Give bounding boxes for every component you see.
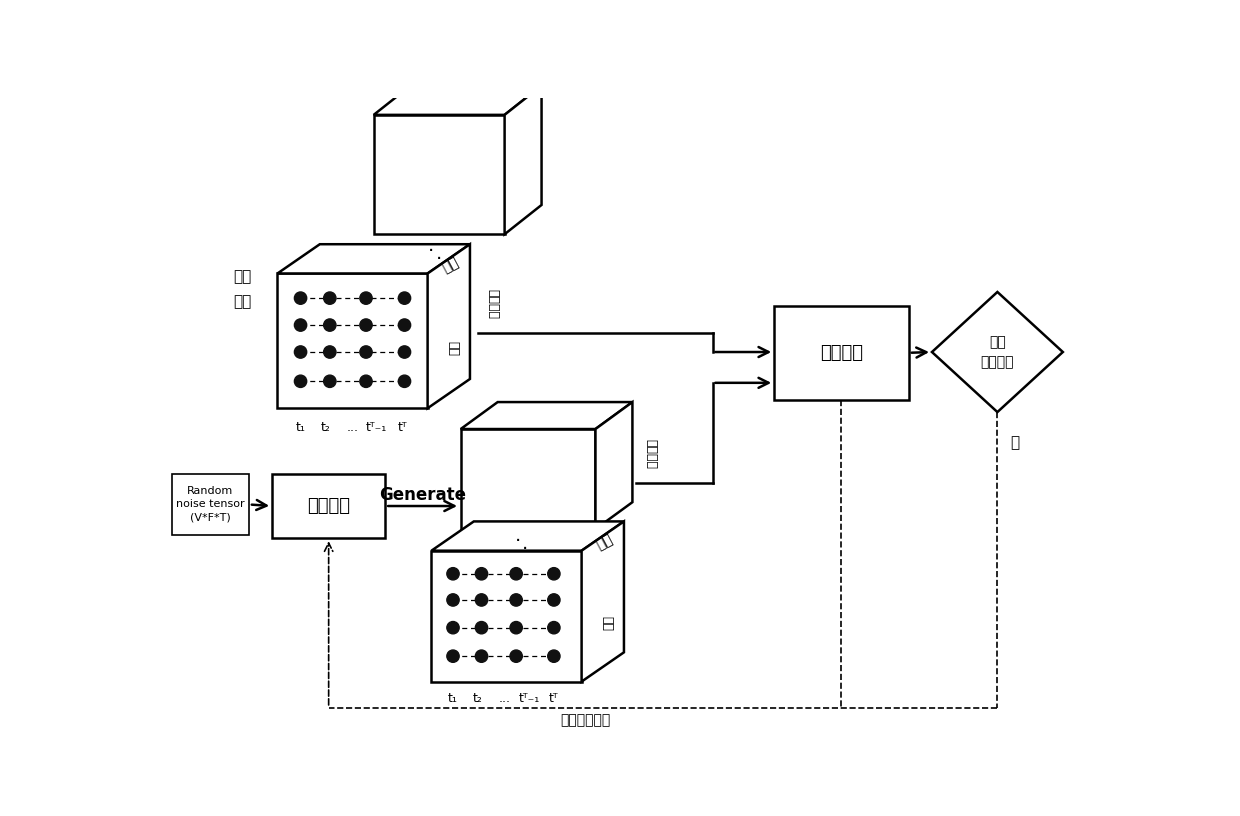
Text: t₂: t₂ [472,692,482,705]
Circle shape [548,568,560,580]
Polygon shape [582,521,624,681]
Polygon shape [373,86,542,115]
Text: t₁: t₁ [448,692,458,705]
Circle shape [475,568,487,580]
Circle shape [294,292,306,304]
Text: 是: 是 [1009,436,1019,450]
Text: tᵀ₋₁: tᵀ₋₁ [518,692,539,705]
Polygon shape [432,521,624,551]
Circle shape [360,292,372,304]
Text: 样本数量: 样本数量 [645,440,657,469]
Circle shape [324,319,336,331]
Polygon shape [461,402,632,429]
Circle shape [446,594,459,606]
Circle shape [475,650,487,663]
Circle shape [324,375,336,388]
Polygon shape [278,273,428,408]
Circle shape [294,346,306,358]
Circle shape [360,346,372,358]
Circle shape [475,594,487,606]
Circle shape [475,622,487,634]
Text: 特征: 特征 [594,532,615,552]
Text: 口路: 口路 [449,340,461,355]
Text: 是否
真实样本: 是否 真实样本 [981,335,1014,369]
Circle shape [398,319,410,331]
Polygon shape [932,292,1063,412]
Polygon shape [272,473,386,539]
Polygon shape [432,551,582,681]
Circle shape [548,650,560,663]
Circle shape [510,594,522,606]
Polygon shape [461,429,595,529]
Circle shape [360,375,372,388]
Circle shape [398,346,410,358]
Text: ·: · [515,532,521,551]
Circle shape [446,650,459,663]
Text: t₁: t₁ [295,421,305,434]
Circle shape [398,375,410,388]
Text: tᵀ: tᵀ [549,692,559,705]
Text: Generate: Generate [379,486,466,504]
Circle shape [510,650,522,663]
Circle shape [510,622,522,634]
Text: 梯度反向传播: 梯度反向传播 [560,713,610,727]
Text: tᵀ₋₁: tᵀ₋₁ [366,421,387,434]
Polygon shape [373,115,505,234]
Circle shape [446,622,459,634]
Circle shape [548,594,560,606]
Text: 样本数量: 样本数量 [486,290,500,319]
Text: ...: ... [346,421,358,434]
Circle shape [446,568,459,580]
Polygon shape [172,473,249,535]
Polygon shape [774,306,909,400]
Circle shape [548,622,560,634]
Text: tᵀ: tᵀ [398,421,408,434]
Circle shape [360,319,372,331]
Text: 口路: 口路 [603,615,615,630]
Text: 特征: 特征 [440,255,461,275]
Polygon shape [595,402,632,529]
Polygon shape [428,244,470,408]
Text: 真实
样本: 真实 样本 [233,269,252,308]
Circle shape [324,292,336,304]
Text: ·: · [436,251,443,269]
Text: 判别网络: 判别网络 [820,344,863,361]
Circle shape [294,375,306,388]
Text: 生成网络: 生成网络 [308,497,350,515]
Polygon shape [505,86,542,234]
Circle shape [294,319,306,331]
Polygon shape [278,244,470,273]
Circle shape [510,568,522,580]
Circle shape [324,346,336,358]
Text: ·: · [522,539,528,559]
Text: ·: · [428,242,434,261]
Circle shape [398,292,410,304]
Text: Random
noise tensor
(V*F*T): Random noise tensor (V*F*T) [176,486,244,523]
Text: t₂: t₂ [321,421,331,434]
Text: ...: ... [498,692,511,705]
